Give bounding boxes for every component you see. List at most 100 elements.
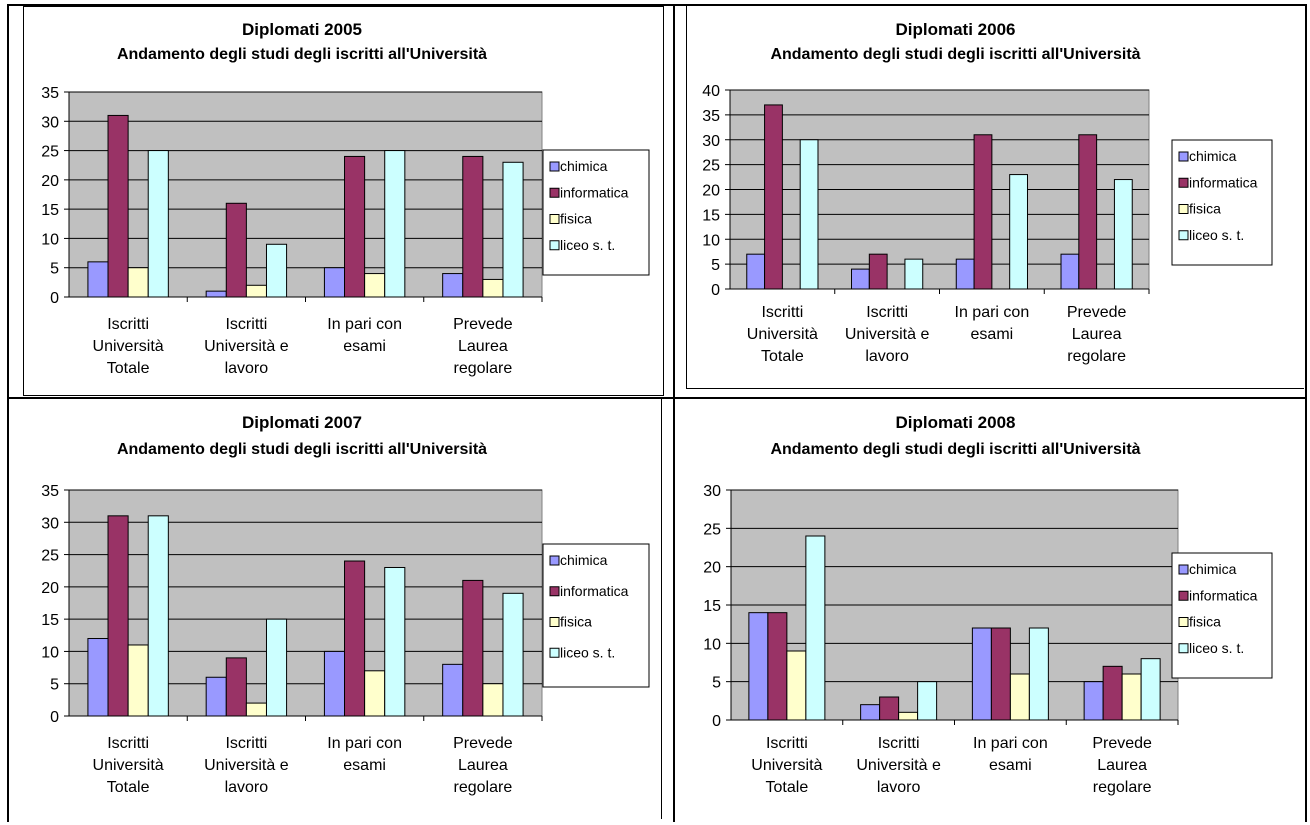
table-border-center <box>673 4 675 822</box>
bar-liceo <box>904 258 924 290</box>
bar-informatica <box>462 579 484 717</box>
y-tick-label: 30 <box>702 133 720 150</box>
bar-fisica <box>127 267 149 298</box>
chart-svg-2006: Diplomati 2006 Andamento degli studi degl… <box>702 20 1273 365</box>
x-category-label-line: Iscritti <box>225 316 267 333</box>
bar-fisica <box>364 273 386 298</box>
x-category-label: Iscritti Università e lavoro <box>856 735 941 796</box>
x-category-label-line: Università e <box>845 326 930 343</box>
table-border-middle <box>7 397 1307 399</box>
y-tick-label: 15 <box>703 598 721 615</box>
bar-liceo <box>1028 627 1049 721</box>
bar-chimica <box>955 258 975 290</box>
legend-swatch-liceo <box>549 647 560 658</box>
bar-chimica <box>323 267 346 298</box>
y-tick-label: 10 <box>41 231 59 248</box>
x-category-label-line: Università <box>93 757 164 774</box>
chart-subtitle: Andamento degli studi degli iscritti all… <box>770 46 1140 63</box>
bar-chimica <box>860 704 881 721</box>
legend-swatch-liceo <box>1178 643 1189 654</box>
chart-subtitle: Andamento degli studi degli iscritti all… <box>117 441 487 458</box>
bar-chimica <box>205 290 227 298</box>
y-tick-label: 10 <box>702 232 720 249</box>
x-category-label: Prevede Laurea regolare <box>453 316 513 377</box>
y-tick-label: 5 <box>712 675 721 692</box>
bar-fisica <box>1121 673 1142 721</box>
bar-liceo <box>265 243 288 298</box>
y-tick-label: 25 <box>703 521 721 538</box>
legend-label-liceo: liceo s. t. <box>1189 640 1244 656</box>
chart-panel-2008: Diplomati 2008 Andamento degli studi degl… <box>688 401 1303 819</box>
legend-swatch-fisica <box>1178 204 1189 214</box>
legend-label-fisica: fisica <box>560 614 592 630</box>
x-category-label-line: Iscritti <box>878 735 920 752</box>
x-category-label-line: Università <box>751 757 822 774</box>
y-tick-label: 35 <box>41 85 59 102</box>
x-category-label-line: Laurea <box>1097 757 1147 774</box>
bar-informatica <box>879 696 900 721</box>
legend-label-informatica: informatica <box>560 583 629 599</box>
bar-informatica <box>462 155 484 298</box>
x-category-label-line: esami <box>343 757 386 774</box>
table-border-left <box>7 4 9 822</box>
x-category-label-line: In pari con <box>955 304 1030 321</box>
bar-informatica <box>344 155 366 298</box>
x-category-label: Iscritti Università e lavoro <box>204 735 289 796</box>
legend-box <box>542 543 650 688</box>
y-tick-label: 25 <box>41 144 59 161</box>
y-tick-label: 20 <box>41 580 59 597</box>
y-tick-label: 35 <box>702 108 720 125</box>
y-tick-label: 20 <box>702 183 720 200</box>
x-category-label-line: Prevede <box>453 735 513 752</box>
x-category-label-line: esami <box>989 757 1032 774</box>
x-category-label: In pari con esami <box>327 316 402 355</box>
chart-svg-2007: Diplomati 2007 Andamento degli studi degl… <box>41 413 650 796</box>
x-category-label-line: Università e <box>204 338 289 355</box>
x-category-label: Iscritti Università Totale <box>747 304 818 365</box>
y-tick-label: 5 <box>50 677 59 694</box>
bar-chimica <box>971 627 992 721</box>
y-tick-label: 0 <box>712 713 721 730</box>
y-tick-label: 30 <box>41 515 59 532</box>
legend-label-liceo: liceo s. t. <box>560 237 615 253</box>
y-tick-label: 10 <box>41 644 59 661</box>
x-category-label-line: regolare <box>1067 348 1126 365</box>
chart-svg-2008: Diplomati 2008 Andamento degli studi degl… <box>703 413 1273 796</box>
bar-liceo <box>384 566 406 717</box>
legend-swatch-informatica <box>549 187 560 198</box>
x-category-label-line: Università e <box>204 757 289 774</box>
legend-box <box>1171 139 1273 266</box>
chart-title: Diplomati 2005 <box>242 20 362 39</box>
y-tick-label: 5 <box>711 257 720 274</box>
chart-subtitle: Andamento degli studi degli iscritti all… <box>117 46 487 63</box>
chart-panel-2005: Diplomati 2005 Andamento degli studi degl… <box>24 8 660 392</box>
chart-box-frame-2007 <box>23 399 662 819</box>
bar-liceo <box>502 592 524 717</box>
x-category-label-line: In pari con <box>327 735 402 752</box>
chart-box-frame-2006 <box>686 6 1304 389</box>
bar-informatica <box>344 560 366 717</box>
bar-chimica <box>205 676 227 717</box>
bar-informatica <box>225 657 247 717</box>
legend-label-fisica: fisica <box>560 211 592 227</box>
x-category-label-line: In pari con <box>327 316 402 333</box>
legend-box <box>1171 552 1273 679</box>
bar-liceo <box>147 150 169 298</box>
bar-informatica <box>764 104 783 290</box>
y-tick-label: 5 <box>50 261 59 278</box>
bar-informatica <box>767 612 788 721</box>
x-category-label: Prevede Laurea regolare <box>1092 735 1152 796</box>
bar-liceo <box>147 515 169 717</box>
y-tick-label: 15 <box>702 207 720 224</box>
legend-box <box>542 149 650 276</box>
x-category-label-line: Totale <box>107 360 150 377</box>
x-category-label-line: regolare <box>454 779 513 796</box>
y-tick-label: 30 <box>703 483 721 500</box>
chart-subtitle: Andamento degli studi degli iscritti all… <box>770 441 1140 458</box>
x-category-label-line: Totale <box>761 348 804 365</box>
x-category-label-line: lavoro <box>865 348 909 365</box>
x-category-label: In pari con esami <box>327 735 402 774</box>
bar-fisica <box>245 284 267 298</box>
bar-chimica <box>87 638 109 717</box>
bar-informatica <box>868 253 888 290</box>
